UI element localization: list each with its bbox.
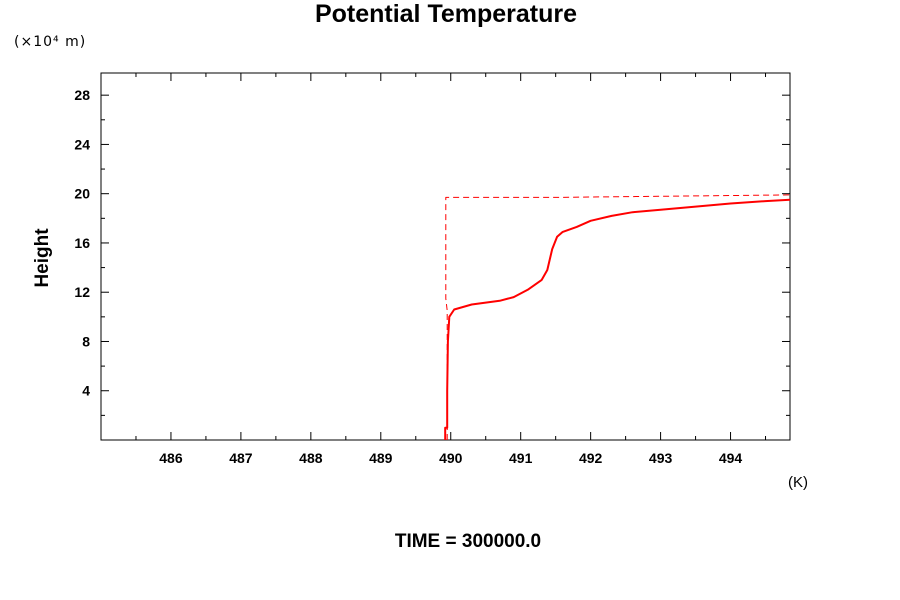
current-profile-line — [444, 198, 791, 440]
x-tick-label: 490 — [439, 450, 463, 466]
time-label: TIME = 300000.0 — [394, 531, 542, 552]
y-tick-label: 8 — [82, 333, 90, 349]
chart-title: Potential Temperature — [314, 0, 578, 28]
x-tick-label: 489 — [369, 450, 393, 466]
x-axis-unit: (K) — [788, 474, 808, 491]
initial-profile-line — [445, 194, 791, 440]
y-tick-label: 4 — [82, 383, 90, 399]
x-tick-label: 493 — [649, 450, 673, 466]
x-tick-label: 487 — [229, 450, 253, 466]
y-tick-label: 20 — [74, 186, 90, 202]
y-tick-label: 12 — [74, 284, 90, 300]
x-tick-label: 488 — [299, 450, 323, 466]
y-tick-label: 28 — [74, 87, 90, 103]
y-tick-label: 16 — [74, 235, 90, 251]
x-tick-label: 491 — [509, 450, 533, 466]
y-tick-label: 24 — [74, 136, 90, 152]
y-axis-unit: (×10⁴ m) — [14, 34, 87, 50]
x-tick-label: 486 — [159, 450, 183, 466]
x-tick-label: 492 — [579, 450, 603, 466]
x-tick-label: 494 — [719, 450, 743, 466]
